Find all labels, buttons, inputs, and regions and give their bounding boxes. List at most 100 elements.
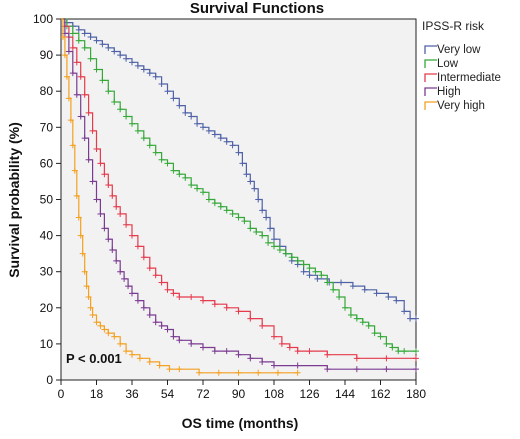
censor-mark [140,66,147,73]
censor-mark [286,344,293,351]
y-tick-label: 80 [40,84,54,98]
censor-mark [294,257,301,264]
legend-swatch [424,45,437,54]
censor-mark [401,348,408,355]
censor-mark [152,73,159,80]
censor-mark [413,366,419,373]
censor-mark [312,268,319,275]
censor-mark [81,268,88,275]
censor-mark [235,149,242,156]
series-layer [59,18,419,376]
censor-mark [188,340,195,347]
censor-mark [276,247,283,254]
censor-mark [111,99,118,106]
censor-mark [158,322,165,329]
censor-mark [156,362,163,369]
censor-mark [255,196,262,203]
censor-mark [194,185,201,192]
censor-mark [235,308,242,315]
x-tick-label: 162 [370,387,390,401]
censor-mark [349,283,356,290]
x-tick-label: 126 [299,387,319,401]
censor-mark [318,272,325,279]
censor-mark [247,225,254,232]
censor-mark [101,225,108,232]
censor-mark [117,106,124,113]
censor-mark [136,355,143,362]
plot-area [60,18,417,381]
censor-mark [164,286,171,293]
censor-mark [259,207,266,214]
censor-mark [129,59,135,66]
censor-mark [81,91,88,98]
censor-mark [75,214,82,221]
censor-mark [241,218,248,225]
censor-mark [109,192,116,199]
censor-mark [99,41,106,48]
censor-mark [259,358,266,365]
censor-mark [336,293,343,300]
censor-mark [61,52,68,59]
censor-mark [81,135,88,142]
censor-mark [113,257,120,264]
censor-mark [211,348,218,355]
x-tick-label: 90 [232,387,246,401]
y-tick-label: 90 [40,48,54,62]
censor-mark [81,44,88,51]
censor-mark [217,203,224,210]
censor-mark [235,214,242,221]
censor-mark [176,171,183,178]
censor-mark [77,113,84,120]
censor-mark [259,322,266,329]
censor-mark [146,70,153,77]
censor-mark [353,315,360,322]
censor-mark [105,236,112,243]
censor-mark [134,62,141,69]
censor-mark [223,207,230,214]
censor-mark [129,232,135,239]
p-value-annotation: P < 0.001 [66,351,122,366]
censor-mark [129,351,135,358]
censor-mark [117,268,124,275]
censor-mark [105,182,112,189]
legend-swatch [424,73,437,82]
censor-mark [170,333,177,340]
legend: Very low Low Intermediate High Very high [424,44,501,112]
censor-mark [129,120,135,127]
censor-mark [200,189,206,196]
legend-swatch [424,59,437,68]
censor-mark [81,30,88,37]
censor-mark [235,369,242,376]
censor-mark [324,366,331,373]
legend-swatch [424,87,437,96]
censor-mark [129,290,135,297]
censor-mark [146,358,153,365]
censor-mark [200,297,206,304]
censor-mark [111,48,118,55]
censor-mark [158,279,165,286]
censor-mark [300,261,307,268]
censor-mark [255,369,262,376]
censor-mark [170,167,177,174]
censor-mark [93,37,100,44]
series-intermediate [61,18,419,362]
censor-mark [65,95,72,102]
x-tick-label: 18 [90,387,104,401]
censor-mark [188,113,195,120]
censor-mark [324,279,331,286]
censor-mark [389,344,396,351]
censor-mark [75,26,82,33]
legend-label: Very low [437,44,481,56]
censor-mark [383,366,390,373]
censor-mark [330,286,337,293]
censor-mark [99,77,106,84]
censor-mark [263,214,270,221]
censor-mark [85,156,92,163]
censor-mark [71,167,78,174]
x-tick-label: 0 [58,387,65,401]
censor-mark [267,225,274,232]
censor-mark [109,247,116,254]
censor-mark [211,131,218,138]
censor-mark [69,142,76,149]
